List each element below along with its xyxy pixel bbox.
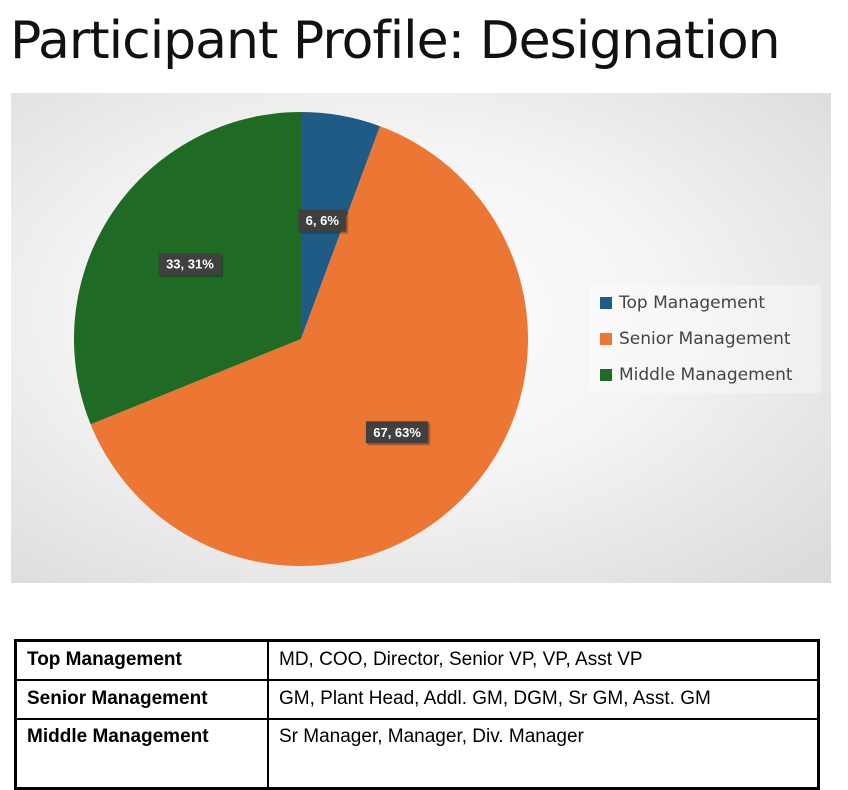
legend-label-middle-management: Middle Management (619, 365, 793, 385)
pie-slice-senior-management (90, 126, 529, 566)
data-label-middle-management: 33, 31% (158, 253, 224, 278)
legend-label-senior-management: Senior Management (619, 329, 791, 349)
legend-item-top-management: Top Management (600, 285, 765, 321)
table-cell-roles: MD, COO, Director, Senior VP, VP, Asst V… (267, 639, 820, 681)
table-cell-roles: Sr Manager, Manager, Div. Manager (267, 717, 820, 789)
legend-swatch-top-management (600, 297, 612, 309)
table-cell-category: Middle Management (14, 717, 269, 789)
chart-legend: Top Management Senior Management Middle … (590, 285, 821, 393)
pie-chart: 6, 6% 67, 63% 33, 31% Top Management Senio… (11, 93, 831, 583)
pie-chart-svg: 6, 6% 67, 63% 33, 31% (73, 112, 529, 566)
legend-swatch-senior-management (600, 333, 612, 345)
data-label-top-management: 6, 6% (298, 209, 349, 234)
table-row: Middle Management Sr Manager, Manager, D… (14, 717, 820, 789)
svg-text:33, 31%: 33, 31% (166, 257, 214, 272)
table-cell-category: Senior Management (14, 678, 269, 720)
table-row: Senior Management GM, Plant Head, Addl. … (14, 678, 820, 720)
data-label-senior-management: 67, 63% (365, 421, 431, 446)
legend-item-senior-management: Senior Management (600, 321, 791, 357)
legend-item-middle-management: Middle Management (600, 357, 793, 393)
table-cell-roles: GM, Plant Head, Addl. GM, DGM, Sr GM, As… (267, 678, 820, 720)
legend-swatch-middle-management (600, 369, 612, 381)
table-cell-category: Top Management (14, 639, 269, 681)
svg-text:67, 63%: 67, 63% (373, 425, 421, 440)
legend-label-top-management: Top Management (619, 293, 766, 313)
svg-text:6, 6%: 6, 6% (306, 213, 340, 228)
table-row: Top Management MD, COO, Director, Senior… (14, 639, 820, 681)
designation-table: Top Management MD, COO, Director, Senior… (14, 639, 820, 790)
page-title: Participant Profile: Designation (10, 11, 781, 71)
